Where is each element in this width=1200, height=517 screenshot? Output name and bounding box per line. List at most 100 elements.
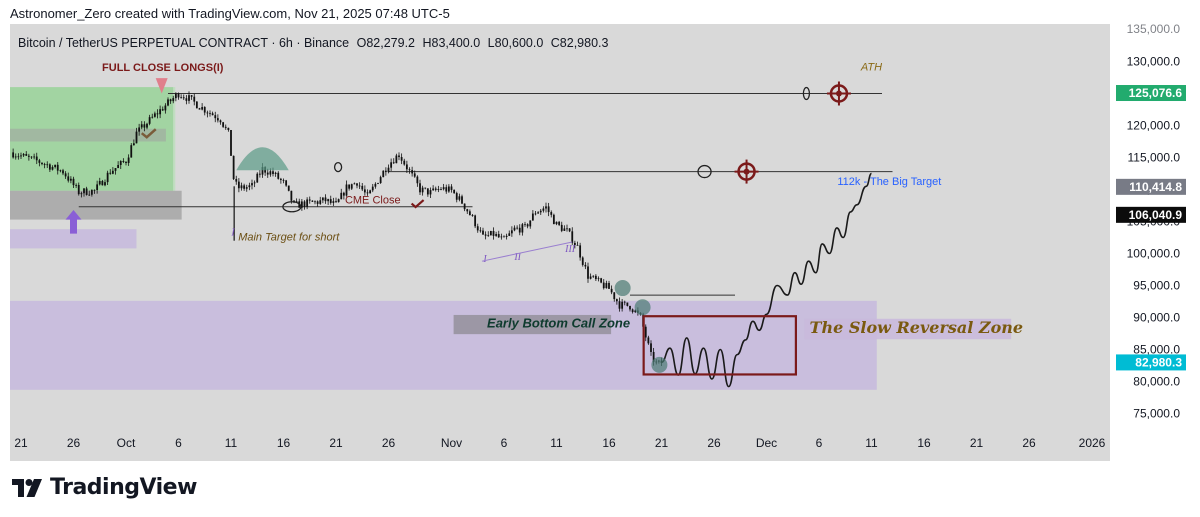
candle-body (471, 215, 474, 216)
candle-body (510, 230, 513, 234)
candle-body (495, 234, 498, 236)
x-tick-label: 6 (501, 436, 508, 450)
candle-body (46, 164, 49, 166)
candle-body (329, 199, 332, 203)
candle-body (303, 201, 306, 207)
candle-body (151, 116, 154, 118)
candle-body (434, 188, 437, 190)
candle-body (146, 123, 148, 128)
candle-body (258, 173, 261, 175)
long-position-stop-zone (10, 190, 182, 220)
candle-body (17, 156, 20, 158)
candle-body (455, 193, 458, 200)
x-tick-label: 16 (602, 436, 616, 450)
candle-body (400, 157, 403, 161)
candle-body (348, 184, 351, 189)
candle-body (652, 351, 655, 362)
slow-reversal-label-bg (804, 318, 1012, 340)
y-tick-label: 95,000.0 (1133, 279, 1180, 293)
candle-body (558, 221, 561, 225)
candle-body (387, 167, 390, 173)
candle-body (224, 126, 227, 128)
candle-body (382, 170, 385, 178)
candle-body (140, 124, 143, 128)
candle-body (573, 242, 576, 245)
candle-body (453, 189, 456, 194)
candle-body (597, 278, 600, 280)
candle-body (272, 171, 274, 174)
candle-body (539, 210, 542, 213)
candle-body (497, 234, 500, 238)
candle-body (214, 115, 217, 119)
ath-label: ATH (860, 61, 882, 73)
candle-body (463, 203, 466, 210)
candle-body (106, 172, 109, 183)
price-badge-green (1116, 85, 1186, 102)
price-badge-label: 125,076.6 (1129, 86, 1183, 100)
candle-body (127, 157, 130, 164)
candle-body (306, 199, 309, 207)
candle-body (253, 182, 256, 184)
candle-body (104, 182, 106, 186)
candle-body (432, 188, 435, 191)
candle-body (185, 98, 188, 101)
candle-body (623, 301, 626, 303)
candle-body (568, 228, 571, 232)
candle-body (466, 209, 469, 212)
x-tick-label: 16 (917, 436, 931, 450)
candle-body (135, 131, 138, 144)
candle-body (230, 129, 232, 156)
candle-body (487, 235, 490, 237)
y-tick-label: 135,000.0 (1127, 22, 1181, 36)
small-oval-1 (333, 161, 343, 173)
x-tick-label: 11 (225, 436, 238, 450)
tradingview-logo[interactable]: TradingView (12, 475, 197, 500)
candle-body (647, 337, 650, 344)
x-tick-label: 26 (67, 436, 81, 450)
candle-body (531, 213, 534, 221)
candle-body (594, 275, 597, 280)
candle-body (222, 122, 225, 127)
x-tick-label: 26 (382, 436, 396, 450)
candle-body (269, 171, 272, 175)
candle-body (85, 188, 88, 195)
candle-body (513, 227, 516, 231)
candle-body (161, 109, 164, 111)
y-tick-label: 100,000.0 (1127, 247, 1181, 261)
candle-body (613, 292, 616, 300)
oval-ath (802, 86, 811, 101)
slow-reversal-box (642, 315, 798, 376)
candle-body (111, 170, 114, 174)
candle-body (518, 227, 521, 233)
candle-body (12, 152, 15, 158)
candle-body (90, 189, 93, 195)
candle-body (534, 213, 537, 215)
candle-body (374, 183, 377, 187)
candle-body (327, 199, 330, 202)
candle-body (290, 190, 293, 201)
long-zone-edge (173, 87, 176, 191)
candle-body (340, 192, 343, 200)
candle-body (62, 170, 64, 174)
tradingview-logo-text: TradingView (50, 475, 197, 500)
candle-body (174, 93, 177, 99)
candle-body (72, 178, 75, 186)
candle-body (138, 127, 141, 132)
candle-body (96, 184, 99, 191)
candle-body (579, 245, 582, 258)
candle-body (98, 180, 101, 185)
candle-body (584, 264, 587, 267)
candle-body (608, 282, 610, 289)
price-badge-cyan (1116, 354, 1186, 371)
candle-body (468, 211, 471, 216)
candle-body (235, 179, 238, 182)
early-bottom-label: Early Bottom Call Zone (487, 316, 630, 331)
candle-body (88, 194, 91, 196)
candle-body (22, 154, 25, 156)
x-tick-label: 11 (865, 436, 878, 450)
candle-body (356, 183, 358, 186)
candle-body (206, 112, 209, 114)
ohlc-low: L80,600.0 (487, 36, 544, 50)
candle-body (216, 118, 219, 121)
